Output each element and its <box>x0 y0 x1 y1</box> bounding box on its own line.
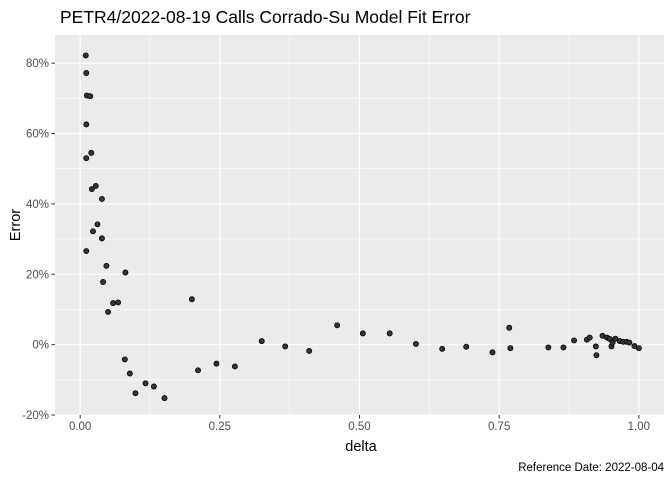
data-point <box>306 348 313 354</box>
data-point <box>626 339 633 346</box>
data-point <box>105 308 112 315</box>
y-tick-label: 40% <box>26 199 49 211</box>
data-point <box>98 196 105 202</box>
data-point <box>122 269 129 276</box>
data-point <box>142 380 149 387</box>
x-axis: 0.00 0.25 0.50 0.75 1.00 <box>69 415 650 433</box>
data-point <box>359 330 366 337</box>
data-point <box>195 367 201 374</box>
data-point <box>560 344 567 351</box>
x-axis-title: delta <box>345 439 377 455</box>
data-point <box>412 340 419 347</box>
data-point <box>126 370 133 377</box>
data-point <box>586 334 593 341</box>
x-tick-label: 0.25 <box>209 421 231 433</box>
data-point <box>282 343 289 350</box>
data-point <box>121 356 128 363</box>
y-tick-label: 60% <box>26 129 49 141</box>
data-point <box>439 345 446 352</box>
data-points <box>82 52 642 402</box>
data-point <box>103 262 110 269</box>
data-point <box>82 52 89 59</box>
data-point <box>98 235 105 242</box>
data-point <box>571 337 577 344</box>
data-point <box>83 121 90 128</box>
data-point <box>334 322 341 329</box>
x-tick-label: 1.00 <box>628 421 650 433</box>
data-point <box>386 330 393 337</box>
y-axis-title: Error <box>8 209 24 241</box>
data-point <box>161 395 168 402</box>
x-tick-label: 0.50 <box>348 421 370 433</box>
data-point <box>83 248 90 254</box>
data-point <box>609 339 616 346</box>
x-tick-label: 0.00 <box>69 421 91 433</box>
x-tick-label: 0.75 <box>488 421 510 433</box>
data-point <box>88 149 95 156</box>
chart-title: PETR4/2022-08-19 Calls Corrado-Su Model … <box>60 7 471 27</box>
data-point <box>90 228 96 235</box>
data-point <box>489 349 496 356</box>
data-point <box>94 221 101 228</box>
data-point <box>506 324 513 331</box>
data-point <box>88 186 95 193</box>
data-point <box>463 343 470 350</box>
data-point <box>100 279 106 285</box>
data-point <box>593 352 600 359</box>
y-tick-label: -20% <box>22 410 49 422</box>
data-point <box>115 299 122 306</box>
data-point <box>592 343 599 350</box>
data-point <box>231 363 238 370</box>
y-tick-label: 20% <box>26 269 49 281</box>
data-point <box>258 338 265 345</box>
data-point <box>92 182 99 189</box>
y-tick-label: 0% <box>32 340 49 352</box>
y-tick-label: 80% <box>26 58 49 70</box>
data-point <box>612 335 619 342</box>
y-axis: -20% 0% 20% 40% 60% 80% <box>22 58 55 422</box>
data-point <box>87 93 94 100</box>
data-point <box>545 344 552 351</box>
data-point <box>507 345 514 352</box>
reference-date-caption: Reference Date: 2022-08-04 <box>518 462 664 474</box>
data-point <box>188 296 195 303</box>
data-point <box>83 70 90 76</box>
data-point <box>635 345 642 352</box>
data-point <box>150 383 157 390</box>
data-point <box>83 155 90 162</box>
data-point <box>213 360 220 367</box>
data-point <box>110 300 117 307</box>
data-point <box>132 390 139 397</box>
